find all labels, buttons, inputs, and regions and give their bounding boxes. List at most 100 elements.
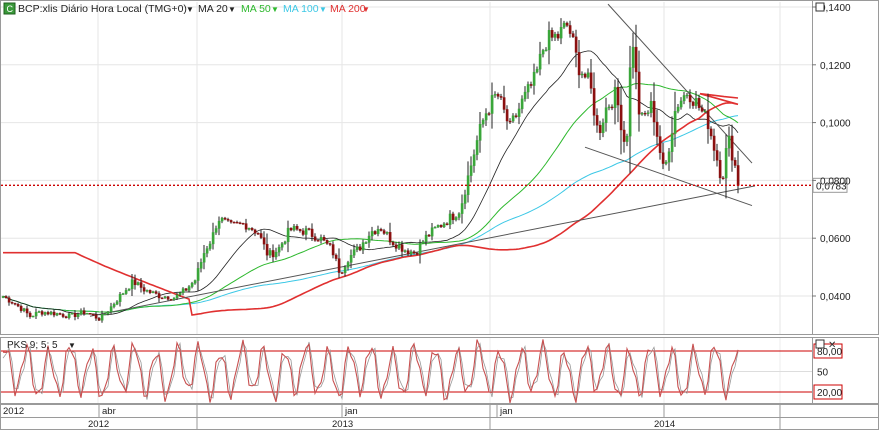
candle-body [106,311,110,315]
grid-layer [1,2,812,403]
ma200-dropdown-icon[interactable]: ▼ [362,5,370,14]
year-label: 2012 [88,419,109,430]
ma50-dropdown-icon[interactable]: ▼ [271,5,279,14]
candle-body [334,254,338,259]
candle-body [82,310,86,315]
candle-body [529,84,533,86]
candle-body [433,226,437,229]
candle-body [178,292,182,296]
candle-body [262,237,266,245]
chart-title[interactable]: BCP:xlis Diário Hora Local (TMG+0) [18,3,187,15]
ma50-label[interactable]: MA 50 [241,3,271,15]
candle-body [436,225,440,228]
candle-body [406,250,410,255]
price-panel-frame [0,0,813,335]
ma100-dropdown-icon[interactable]: ▼ [319,5,327,14]
candle-body [376,229,380,235]
candle-body [175,294,179,299]
candle-body [133,279,137,286]
candle-body [718,160,722,179]
maximize-panel-icon[interactable] [815,2,825,12]
candle-body [94,314,98,319]
trendline[interactable] [89,185,756,317]
price-tick-label: 0,0400 [820,292,851,303]
candle-body [76,314,80,318]
candle-body [259,233,263,238]
oscillator-tick-label: 20,00 [817,388,842,399]
candle-body [544,49,548,52]
candle-body [502,97,506,110]
candle-body [226,219,230,221]
candle-body [217,220,221,229]
trendline[interactable] [584,146,753,207]
candle-body [37,311,41,313]
candle-body [616,86,620,106]
candle-body [565,22,569,26]
candle-body [289,227,293,231]
ma200-label[interactable]: MA 200 [330,3,366,15]
candle-body [520,98,524,110]
candle-body [460,203,464,214]
candle-body [658,136,662,153]
candle-body [451,213,455,221]
candle-body [355,246,359,250]
ma100-label[interactable]: MA 100 [283,3,319,15]
candle-body [166,296,170,300]
ma50-line [2,82,739,313]
candle-body [526,84,530,93]
oscillator-label[interactable]: PKS 9; 5; 5 [7,340,58,351]
candle-body [517,108,521,117]
candle-body [265,243,269,256]
candle-body [61,314,65,317]
candle-body [490,95,494,114]
candle-body [676,106,680,112]
candle-body [70,312,74,315]
candle-body [415,252,419,255]
year-label: 2014 [654,419,675,430]
candle-body [418,242,422,255]
candle-body [412,251,416,254]
ma20-label[interactable]: MA 20 [198,3,228,15]
candle-body [568,25,572,34]
candle-body [25,308,29,314]
oscillator-header: PKS 9; 5; 5 ▼ ✕ [7,339,836,351]
candle-body [112,304,116,307]
candle-body [169,299,173,301]
candle-body [688,94,692,103]
candle-body [727,135,731,149]
candle-body [712,135,716,151]
candle-body [463,194,467,204]
candle-body [31,315,35,318]
price-tick-label: 0,1400 [820,3,851,14]
candle-body [283,241,287,244]
candle-body [670,133,674,152]
candle-body [184,288,188,291]
candle-body [394,244,398,249]
candle-body [664,161,668,164]
candle-body [109,306,113,313]
candle-body [733,160,737,166]
oscillator-dropdown-icon[interactable]: ▼ [68,341,76,350]
candle-body [487,113,491,115]
title-dropdown-icon[interactable]: ▼ [186,5,194,14]
candle-body [271,250,275,258]
candle-body [28,312,32,317]
ma20-dropdown-icon[interactable]: ▼ [228,5,236,14]
candle-body [1,296,5,298]
candle-body [682,95,686,102]
candle-body [187,286,191,291]
candle-body [181,288,185,294]
candle-body [472,154,476,166]
candle-body [403,250,407,252]
candle-body [319,236,323,241]
oscillator-close-icon[interactable]: ✕ [828,340,836,351]
price-tick-label: 0,1000 [820,119,851,130]
candle-body [52,311,56,316]
candle-body [205,248,209,254]
candle-body [421,241,425,244]
candle-body [352,249,356,256]
candle-body [505,109,509,122]
candle-body [40,311,44,315]
oscillator-maximize-icon[interactable] [815,339,825,349]
